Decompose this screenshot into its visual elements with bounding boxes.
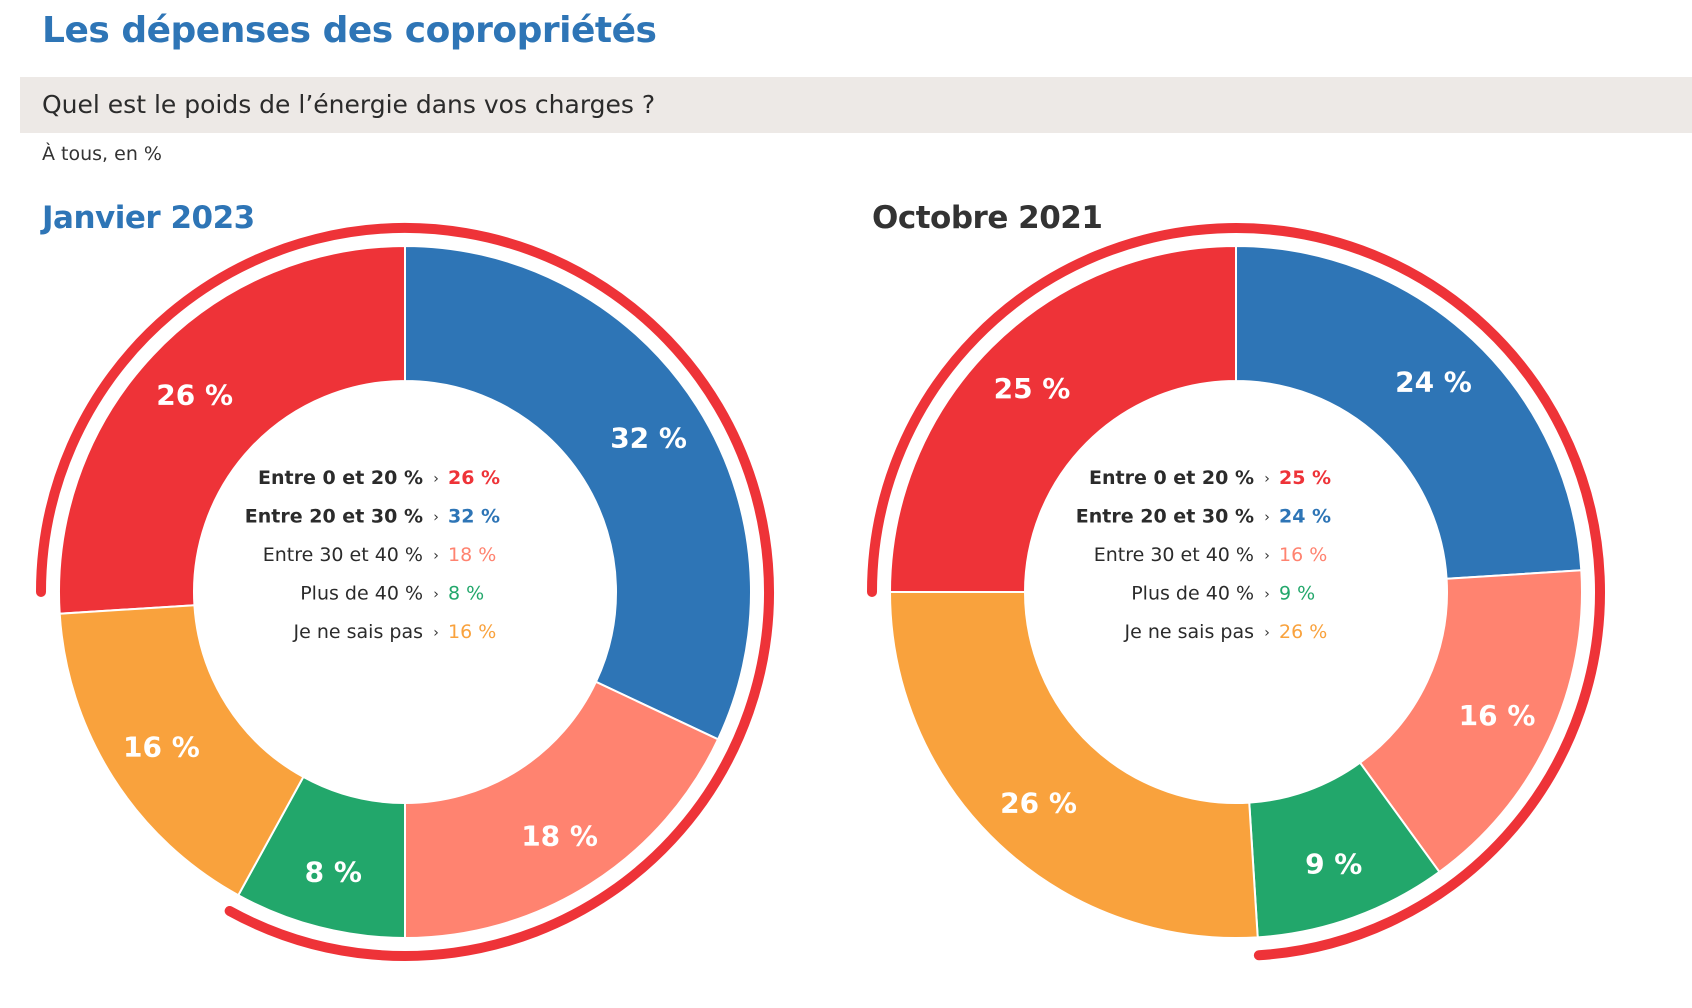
chart-title-janvier-2023: Janvier 2023 (42, 200, 255, 236)
legend-label-entre-30-et-40: Entre 30 et 40 % (1094, 544, 1254, 566)
slice-label-entre-20-et-30: 24 % (1395, 366, 1472, 399)
legend-label-plus-de-40: Plus de 40 % (300, 583, 423, 605)
slice-entre-30-et-40 (404, 680, 720, 940)
legend-label-entre-0-et-20: Entre 0 et 20 % (1089, 467, 1254, 489)
slice-label-plus-de-40: 9 % (1305, 847, 1362, 880)
slice-label-je-ne-sais-pas: 26 % (1000, 786, 1077, 819)
chevron-right-icon: › (1264, 510, 1270, 526)
slice-je-ne-sais-pas (888, 591, 1259, 939)
chevron-right-icon: › (1264, 471, 1270, 487)
slice-entre-30-et-40 (1358, 569, 1583, 874)
chevron-right-icon: › (433, 625, 439, 641)
slice-entre-0-et-20 (58, 244, 406, 615)
slice-label-entre-30-et-40: 18 % (521, 820, 598, 853)
legend-label-entre-30-et-40: Entre 30 et 40 % (263, 544, 423, 566)
legend-value-je-ne-sais-pas: 26 % (1279, 621, 1327, 643)
legend-value-entre-0-et-20: 26 % (448, 467, 500, 489)
legend-label-entre-0-et-20: Entre 0 et 20 % (258, 467, 423, 489)
legend-value-entre-20-et-30: 32 % (448, 506, 500, 528)
slice-label-je-ne-sais-pas: 16 % (123, 731, 200, 764)
legend-value-plus-de-40: 8 % (448, 583, 484, 605)
slice-entre-20-et-30 (404, 244, 752, 741)
legend-value-je-ne-sais-pas: 16 % (448, 621, 496, 643)
legend-value-entre-0-et-20: 25 % (1279, 467, 1331, 489)
chevron-right-icon: › (433, 471, 439, 487)
highlight-ring (867, 223, 1605, 961)
chevron-right-icon: › (433, 548, 439, 564)
legend-label-plus-de-40: Plus de 40 % (1131, 583, 1254, 605)
chevron-right-icon: › (433, 587, 439, 603)
legend-value-plus-de-40: 9 % (1279, 583, 1315, 605)
slice-label-entre-20-et-30: 32 % (610, 421, 687, 454)
legend-value-entre-30-et-40: 18 % (448, 544, 496, 566)
base-note: À tous, en % (42, 143, 162, 165)
slice-entre-0-et-20 (888, 244, 1237, 593)
chevron-right-icon: › (1264, 625, 1270, 641)
legend-label-je-ne-sais-pas: Je ne sais pas (293, 621, 423, 643)
chevron-right-icon: › (1264, 587, 1270, 603)
highlight-ring (36, 223, 774, 961)
question-text: Quel est le poids de l’énergie dans vos … (42, 90, 656, 119)
question-band: Quel est le poids de l’énergie dans vos … (20, 77, 1692, 133)
slice-label-entre-30-et-40: 16 % (1459, 699, 1536, 732)
legend-value-entre-20-et-30: 24 % (1279, 506, 1331, 528)
slice-label-entre-0-et-20: 26 % (156, 379, 233, 412)
legend-label-je-ne-sais-pas: Je ne sais pas (1124, 621, 1254, 643)
chart-title-octobre-2021: Octobre 2021 (872, 200, 1103, 236)
legend-label-entre-20-et-30: Entre 20 et 30 % (1076, 506, 1254, 528)
slice-entre-20-et-30 (1235, 244, 1583, 580)
slice-label-entre-0-et-20: 25 % (994, 372, 1071, 405)
slice-je-ne-sais-pas (58, 604, 305, 897)
legend-value-entre-30-et-40: 16 % (1279, 544, 1327, 566)
chevron-right-icon: › (433, 510, 439, 526)
page-title: Les dépenses des copropriétés (42, 10, 657, 51)
slice-label-plus-de-40: 8 % (305, 855, 362, 888)
chevron-right-icon: › (1264, 548, 1270, 564)
legend-label-entre-20-et-30: Entre 20 et 30 % (245, 506, 423, 528)
